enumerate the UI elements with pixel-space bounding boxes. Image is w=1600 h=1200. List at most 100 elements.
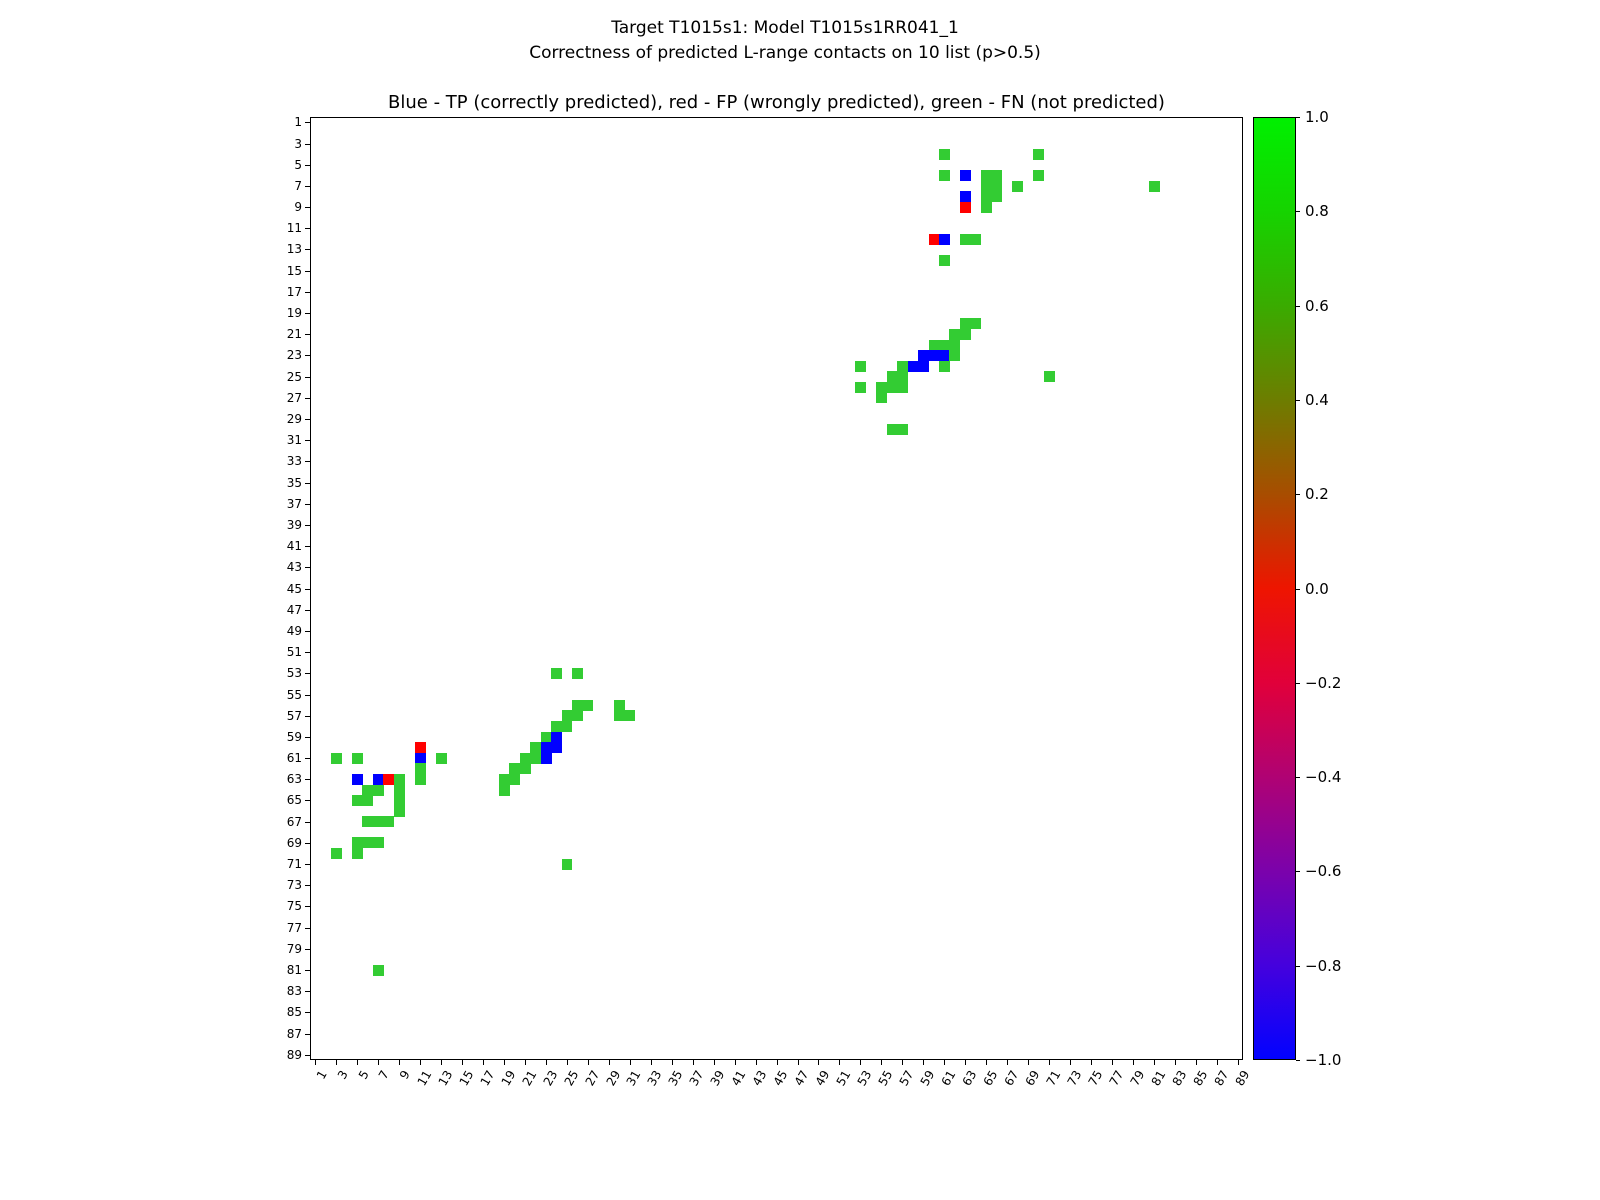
y-tick-label: 49 (286, 623, 302, 638)
x-tick-mark (881, 1060, 883, 1065)
contact-cell-fn (959, 318, 971, 330)
suptitle-line2: Correctness of predicted L-range contact… (529, 42, 1041, 63)
y-tick-mark (305, 652, 310, 654)
contact-cell-fn (980, 169, 992, 181)
y-tick-mark (305, 715, 310, 717)
y-tick-mark (305, 969, 310, 971)
y-tick-label: 43 (286, 560, 302, 575)
x-tick-mark (1132, 1060, 1134, 1065)
x-tick-mark (965, 1060, 967, 1065)
y-tick-mark (305, 419, 310, 420)
x-tick-mark (1153, 1060, 1155, 1065)
y-tick-mark (305, 609, 310, 611)
y-tick-mark (305, 546, 310, 548)
x-tick-label: 63 (959, 1068, 980, 1089)
contact-cell-fn (519, 763, 531, 775)
x-tick-mark (1049, 1060, 1051, 1065)
colorbar-tick-mark (1296, 211, 1300, 213)
contact-cell-tp (938, 233, 950, 245)
contact-cell-fn (351, 795, 363, 807)
contact-cell-fp (928, 233, 940, 245)
x-tick-label: 57 (896, 1068, 917, 1089)
contact-cell-fn (551, 667, 562, 679)
x-tick-mark (524, 1060, 526, 1065)
x-tick-mark (1174, 1060, 1176, 1065)
y-tick-label: 35 (286, 475, 302, 490)
contact-cell-fn (582, 699, 594, 711)
y-tick-mark (305, 864, 310, 865)
x-tick-label: 65 (980, 1068, 1001, 1089)
contact-cell-tp (551, 742, 562, 754)
contact-cell-fn (876, 392, 887, 404)
contact-cell-fn (855, 381, 866, 393)
contact-cell-fn (362, 816, 374, 828)
y-tick-mark (305, 906, 310, 908)
contact-cell-fn (362, 837, 374, 849)
contact-cell-fn (949, 339, 961, 351)
x-tick-mark (1112, 1060, 1113, 1065)
contact-cell-fn (509, 763, 521, 775)
x-tick-mark (399, 1060, 401, 1065)
y-tick-label: 29 (286, 412, 302, 426)
contact-cell-fn (938, 339, 950, 351)
contact-cell-fn (897, 381, 908, 393)
y-tick-label: 13 (286, 242, 302, 257)
x-tick-label: 19 (498, 1068, 519, 1089)
contact-cell-fn (561, 858, 573, 870)
contact-cell-tp (551, 731, 562, 743)
y-tick-label: 47 (286, 602, 302, 617)
contact-cell-fn (1148, 180, 1160, 192)
figure-suptitle: Target T1015s1: Model T1015s1RR041_1 Cor… (0, 16, 1570, 65)
contact-cell-fn (530, 752, 542, 764)
y-tick-mark (305, 630, 310, 632)
contact-cell-fn (991, 180, 1003, 192)
y-tick-mark (305, 228, 310, 230)
y-tick-label: 85 (286, 1005, 302, 1020)
contact-cell-fn (551, 720, 562, 732)
x-tick-mark (1007, 1060, 1009, 1065)
contact-cell-fn (970, 318, 982, 330)
contact-cell-fn (498, 784, 510, 796)
x-tick-label: 5 (355, 1068, 372, 1082)
x-tick-label: 87 (1211, 1068, 1231, 1089)
x-tick-label: 27 (582, 1068, 602, 1089)
colorbar-tick-mark (1296, 682, 1300, 684)
contact-cell-fn (540, 731, 552, 743)
x-tick-mark (357, 1060, 359, 1065)
colorbar-tick-mark (1296, 777, 1300, 779)
x-tick-label: 43 (749, 1068, 770, 1089)
contact-cell-fn (414, 773, 426, 785)
x-tick-label: 47 (791, 1068, 812, 1089)
colorbar-tick-label: 0.0 (1305, 579, 1329, 598)
x-tick-label: 89 (1232, 1068, 1252, 1089)
x-tick-label: 71 (1043, 1068, 1064, 1089)
y-tick-label: 1 (294, 115, 302, 130)
contact-cell-tp (959, 191, 971, 203)
y-tick-mark (305, 948, 310, 950)
contact-cell-fp (383, 773, 395, 785)
x-tick-mark (1028, 1060, 1030, 1065)
y-tick-mark (305, 313, 310, 314)
x-tick-label: 83 (1169, 1068, 1190, 1089)
x-tick-mark (755, 1060, 757, 1065)
y-tick-label: 23 (286, 348, 302, 363)
x-tick-label: 53 (854, 1068, 875, 1089)
y-tick-mark (305, 800, 310, 802)
contact-cell-tp (938, 350, 950, 362)
y-tick-label: 11 (286, 221, 302, 236)
x-tick-mark (1070, 1060, 1071, 1065)
x-tick-label: 33 (645, 1068, 665, 1089)
y-tick-label: 77 (286, 920, 302, 935)
colorbar-tick-mark (1296, 871, 1300, 873)
x-tick-label: 1 (313, 1068, 330, 1082)
colorbar-tick-label: 0.4 (1305, 390, 1329, 409)
y-tick-mark (305, 461, 310, 463)
colorbar-tick-label: 1.0 (1305, 108, 1329, 126)
contact-cell-fn (897, 360, 908, 372)
contact-cell-tp (918, 360, 929, 372)
x-tick-mark (587, 1060, 589, 1065)
y-tick-label: 75 (286, 899, 302, 914)
contact-cell-fn (572, 699, 583, 711)
y-tick-label: 67 (286, 814, 302, 829)
axes-title: Blue - TP (correctly predicted), red - F… (388, 92, 1165, 113)
